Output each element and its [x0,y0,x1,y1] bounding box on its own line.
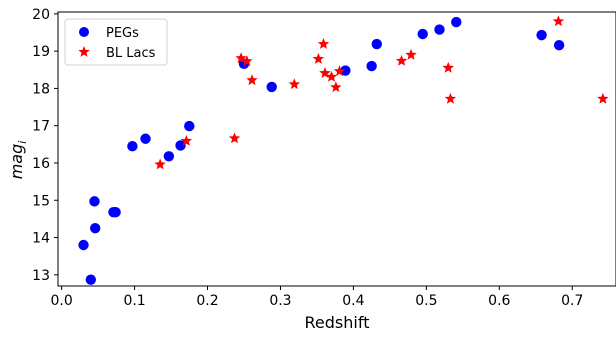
peg-point [536,29,547,41]
bl-lac-point [235,52,247,64]
x-tick-label: 0.0 [51,293,73,309]
y-axis-ticks: 13 14 15 16 17 18 19 20 [32,7,58,284]
peg-point [127,141,138,152]
bl-lac-point [442,61,454,73]
bl-lac-point [597,92,609,104]
peg-point [89,196,100,207]
x-axis-label: Redshift [305,313,370,332]
bl-lac-point [444,92,457,104]
bl-lac-point [228,132,241,144]
data-points [78,15,609,285]
y-axis-label-main: mag [7,144,26,180]
x-axis-ticks: 0.0 0.1 0.2 0.3 0.4 0.5 0.6 0.7 [51,286,583,309]
y-tick-label: 17 [32,119,50,135]
y-tick-label: 20 [32,7,50,23]
bl-lac-point [241,55,253,67]
y-tick-label: 16 [32,156,50,172]
legend-marker-bl-lacs [78,46,90,57]
legend-box [64,18,168,66]
legend-label-pegs: PEGs [106,26,139,41]
legend-marker-pegs [79,27,89,37]
x-tick-label: 0.7 [561,293,583,309]
y-axis-label-subscript: i [16,141,29,144]
peg-point [340,65,351,76]
y-axis-label: magi [7,141,29,180]
peg-point [90,223,101,234]
peg-point [371,38,382,50]
x-tick-label: 0.5 [415,293,437,309]
peg-point [175,140,186,151]
plot-frame [57,11,616,287]
peg-point [110,206,121,218]
bl-lac-point [405,48,417,60]
svg-text:magi: magi [7,141,29,180]
bl-lac-point [325,70,338,82]
peg-point [434,24,445,35]
plot-area [57,11,616,287]
peg-point [553,39,565,51]
y-tick-label: 18 [32,81,50,97]
peg-point [451,16,462,28]
x-tick-label: 0.1 [123,293,145,309]
x-tick-label: 0.3 [269,293,291,309]
peg-point [78,239,89,251]
bl-lac-point [312,52,325,64]
bl-lac-point [395,54,408,66]
peg-point [366,60,377,72]
legend: PEGs BL Lacs [64,18,168,66]
y-tick-label: 15 [32,193,50,209]
bl-lac-point [180,134,193,146]
peg-point [266,81,277,93]
y-tick-label: 14 [32,231,50,247]
bl-lac-point [288,78,301,90]
peg-point [417,28,428,40]
bl-lac-point [330,81,342,93]
bl-lac-point [246,74,258,86]
peg-point [184,120,195,132]
x-tick-label: 0.2 [196,293,218,309]
peg-point [163,151,175,162]
bl-lac-point [333,65,346,77]
bl-lac-point [317,38,330,49]
x-tick-label: 0.6 [488,293,510,309]
legend-label-bl-lacs: BL Lacs [106,46,156,61]
bl-lac-point [552,15,565,27]
peg-point [140,133,151,144]
bl-lac-point [319,67,331,78]
peg-point [85,274,97,285]
y-tick-label: 19 [32,44,50,60]
y-tick-label: 13 [32,268,50,284]
bl-lac-point [154,158,166,170]
x-tick-label: 0.4 [342,293,364,309]
